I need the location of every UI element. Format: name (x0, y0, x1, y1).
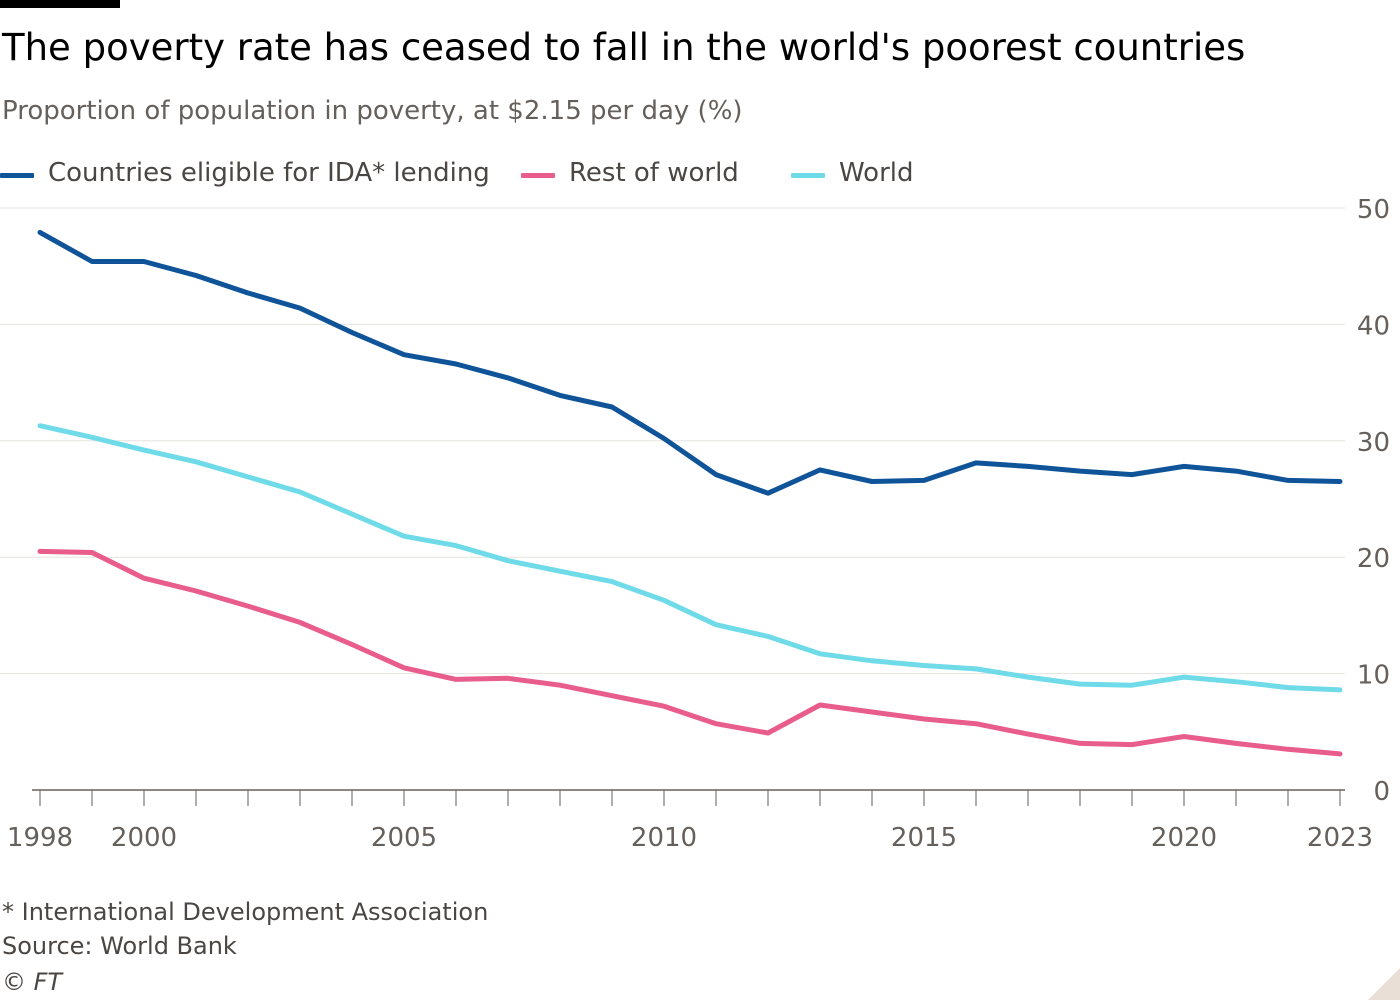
y-tick-label-20: 20 (1357, 544, 1390, 574)
copyright-credit: © FT (2, 968, 63, 996)
x-tick-label-1998: 1998 (7, 823, 73, 853)
brand-top-bar (0, 0, 120, 8)
x-tick-label-2023: 2023 (1307, 823, 1373, 853)
x-tick-label-2015: 2015 (891, 823, 957, 853)
y-tick-label-40: 40 (1357, 311, 1390, 341)
x-tick-label-2000: 2000 (111, 823, 177, 853)
x-tick-label-2010: 2010 (631, 823, 697, 853)
y-tick-label-50: 50 (1357, 195, 1390, 225)
legend-label-world: World (839, 158, 914, 188)
series-line-rest (37, 548, 1343, 757)
legend-label-ida: Countries eligible for IDA* lending (48, 158, 490, 188)
legend-swatch-world (791, 173, 825, 178)
chart-subtitle: Proportion of population in poverty, at … (2, 96, 743, 126)
chart-title: The poverty rate has ceased to fall in t… (2, 26, 1246, 69)
x-tick-label-2005: 2005 (371, 823, 437, 853)
line-chart: 0 10 20 30 40 50 1998 2000 2005 2010 2015 2020 2023 (0, 195, 1390, 853)
y-tick-label-0: 0 (1373, 777, 1390, 807)
legend-label-rest-of-world: Rest of world (569, 158, 739, 188)
series-line-ida (37, 229, 1343, 496)
legend-swatch-rest-of-world (521, 173, 555, 178)
y-tick-label-10: 10 (1357, 661, 1390, 691)
series-line-world (37, 423, 1343, 693)
corner-mark (1368, 968, 1400, 1000)
y-tick-label-30: 30 (1357, 428, 1390, 458)
legend-swatch-ida (0, 173, 34, 178)
x-tick-label-2020: 2020 (1151, 823, 1217, 853)
source-note: Source: World Bank (2, 932, 237, 960)
footnote: * International Development Association (2, 898, 489, 926)
